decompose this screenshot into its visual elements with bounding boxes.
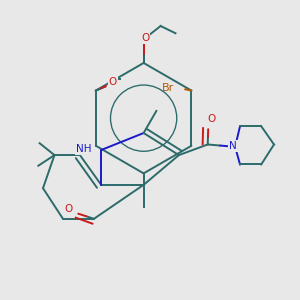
Text: O: O [141,33,149,43]
Text: NH: NH [76,144,92,154]
Text: O: O [64,204,73,214]
Text: O: O [208,114,216,124]
Text: Br: Br [162,82,175,93]
Text: N: N [229,141,237,151]
Text: O: O [109,77,117,88]
